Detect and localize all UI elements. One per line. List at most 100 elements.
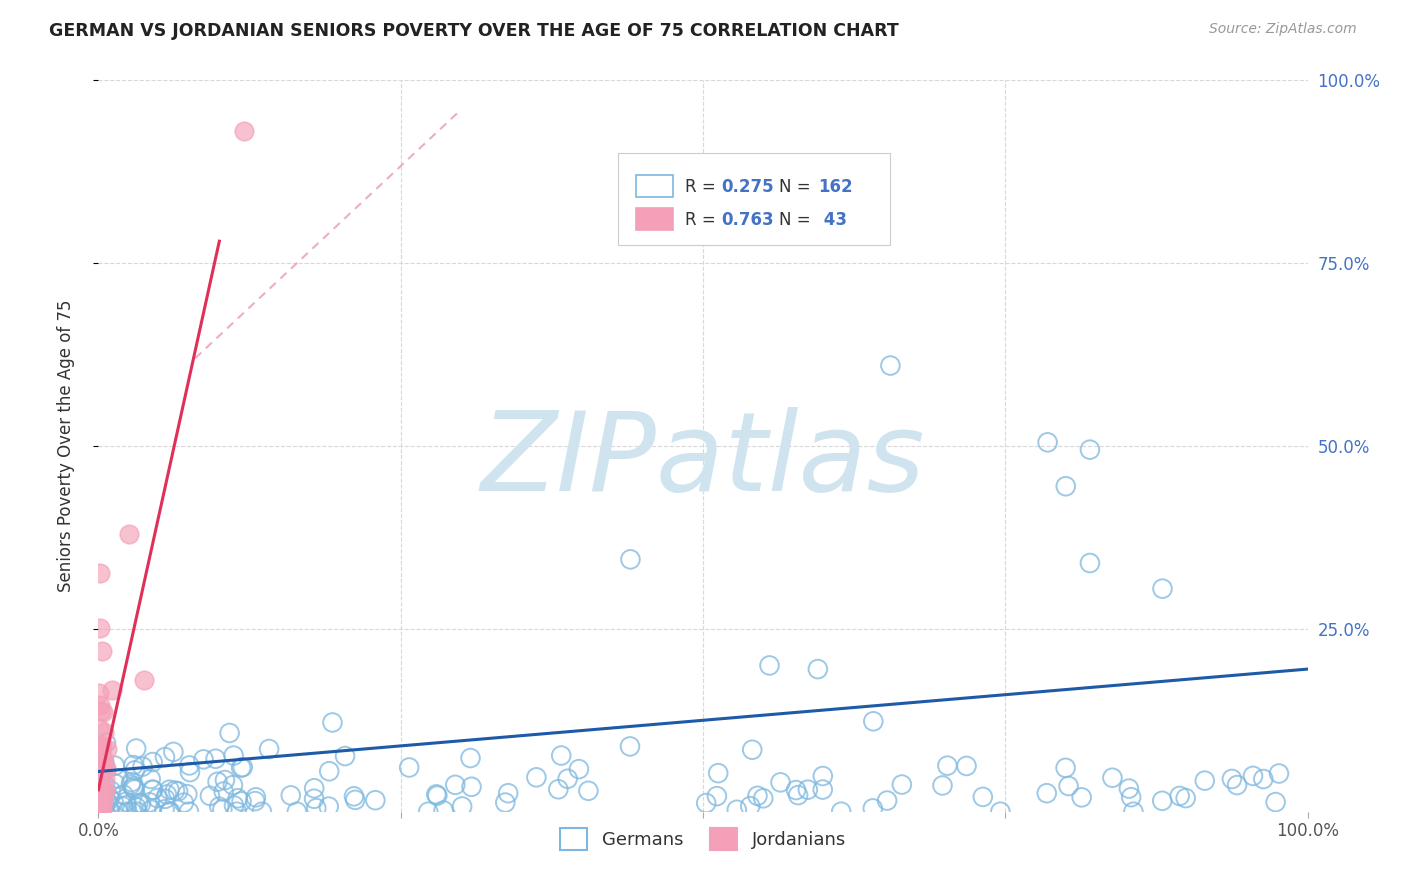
Point xyxy=(807,662,830,676)
Point xyxy=(104,758,127,772)
Point xyxy=(1118,781,1140,796)
Point xyxy=(931,779,953,793)
Point xyxy=(752,791,775,805)
Point xyxy=(1268,766,1291,780)
Point xyxy=(111,799,134,814)
Point xyxy=(179,765,201,780)
Point xyxy=(229,761,252,775)
Point xyxy=(115,798,138,813)
Point xyxy=(222,748,245,763)
Bar xyxy=(637,176,672,197)
Point xyxy=(496,786,519,800)
Point xyxy=(955,759,977,773)
Text: GERMAN VS JORDANIAN SENIORS POVERTY OVER THE AGE OF 75 CORRELATION CHART: GERMAN VS JORDANIAN SENIORS POVERTY OVER… xyxy=(49,22,898,40)
Point xyxy=(862,801,884,815)
Point xyxy=(121,775,143,789)
Point xyxy=(876,794,898,808)
Point xyxy=(90,739,112,754)
Point xyxy=(177,805,200,819)
Point xyxy=(94,778,117,792)
Point xyxy=(162,745,184,759)
Point xyxy=(87,722,110,736)
Point xyxy=(243,794,266,808)
Point xyxy=(141,782,163,797)
Point xyxy=(117,805,139,819)
Point xyxy=(198,789,221,803)
Point xyxy=(94,771,117,785)
Point xyxy=(1152,582,1174,596)
Point xyxy=(936,758,959,772)
Point xyxy=(179,758,201,772)
Point xyxy=(568,762,591,776)
Point xyxy=(1264,795,1286,809)
Point xyxy=(578,784,600,798)
Point xyxy=(444,778,467,792)
Point xyxy=(432,804,454,818)
Point xyxy=(125,800,148,814)
Point xyxy=(557,772,579,786)
Point xyxy=(741,743,763,757)
Point xyxy=(159,805,181,819)
Point xyxy=(207,774,229,789)
Point xyxy=(112,788,135,802)
Point xyxy=(124,764,146,778)
Point xyxy=(91,801,114,815)
Point xyxy=(157,805,180,819)
Point xyxy=(93,758,115,772)
Point xyxy=(101,682,124,697)
Point xyxy=(153,792,176,806)
Point xyxy=(231,794,253,808)
Point xyxy=(214,773,236,788)
Point xyxy=(862,714,884,729)
Point xyxy=(1078,556,1101,570)
Point xyxy=(142,755,165,769)
Point xyxy=(163,783,186,797)
Point xyxy=(93,755,115,769)
Point xyxy=(153,750,176,764)
Point xyxy=(89,798,111,813)
Point xyxy=(1220,772,1243,786)
Point xyxy=(1054,479,1077,493)
Point xyxy=(89,796,111,810)
Point xyxy=(226,791,249,805)
Point xyxy=(797,782,820,797)
Point xyxy=(129,797,152,811)
Point xyxy=(305,801,328,815)
Point xyxy=(302,791,325,805)
Point xyxy=(706,789,728,804)
Point xyxy=(146,791,169,805)
Point xyxy=(695,796,717,810)
Point xyxy=(1035,786,1057,800)
Point xyxy=(122,758,145,772)
Point xyxy=(364,793,387,807)
Point xyxy=(91,792,114,806)
Point xyxy=(830,805,852,819)
Point xyxy=(89,805,111,819)
Point xyxy=(1121,790,1143,805)
Point xyxy=(176,787,198,801)
Point xyxy=(811,782,834,797)
Point xyxy=(990,805,1012,819)
Point xyxy=(343,789,366,804)
Text: R =: R = xyxy=(685,211,721,229)
Point xyxy=(879,359,901,373)
Point xyxy=(89,758,111,772)
Point xyxy=(280,789,302,803)
Point xyxy=(93,786,115,800)
Point xyxy=(318,764,340,779)
Point xyxy=(96,763,118,777)
Point xyxy=(451,799,474,814)
Point xyxy=(90,792,112,806)
Point xyxy=(89,755,111,769)
Point xyxy=(1070,790,1092,805)
Point xyxy=(769,775,792,789)
Point xyxy=(787,788,810,802)
Point xyxy=(91,738,114,752)
Point xyxy=(167,784,190,798)
Point xyxy=(225,805,247,819)
Point xyxy=(142,782,165,797)
Point xyxy=(100,783,122,797)
Point xyxy=(398,760,420,774)
Point xyxy=(90,704,112,718)
Point xyxy=(321,715,343,730)
